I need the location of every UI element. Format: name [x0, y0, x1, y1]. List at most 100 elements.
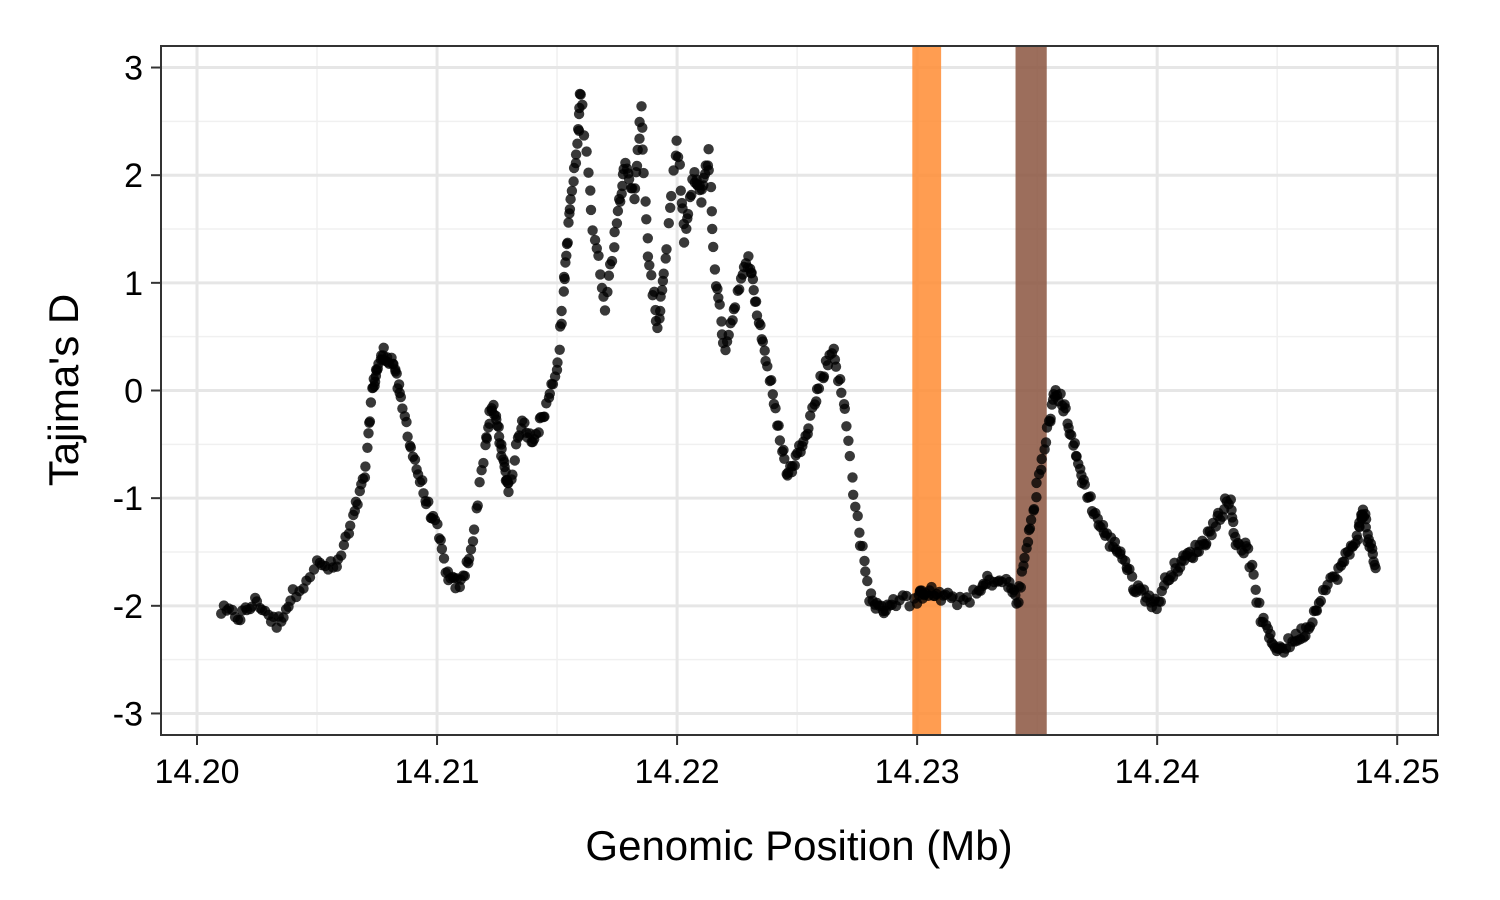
data-point: [393, 379, 405, 390]
data-point: [708, 241, 719, 253]
data-point: [575, 89, 586, 100]
data-point: [1155, 596, 1167, 607]
data-point: [1344, 549, 1355, 560]
data-point: [641, 214, 652, 225]
data-point: [336, 550, 347, 561]
data-point: [848, 489, 859, 500]
data-point: [646, 270, 657, 281]
data-point: [706, 206, 717, 217]
x-tick-label: 14.22: [635, 753, 720, 791]
data-point: [789, 460, 800, 471]
data-point: [478, 457, 489, 469]
data-point: [1206, 529, 1217, 541]
data-point: [727, 315, 738, 326]
data-point: [770, 403, 781, 414]
data-point: [363, 428, 374, 439]
data-point: [615, 196, 626, 207]
data-point: [616, 188, 627, 199]
data-point: [509, 455, 520, 466]
data-point: [581, 146, 592, 157]
data-point: [766, 375, 777, 386]
data-point: [822, 360, 834, 371]
data-point: [705, 181, 717, 193]
data-point: [365, 397, 377, 408]
data-point: [566, 185, 578, 197]
data-point: [1066, 429, 1077, 441]
data-point: [759, 345, 770, 356]
data-point: [533, 427, 544, 438]
data-point: [465, 544, 477, 555]
data-point: [1248, 569, 1259, 580]
data-point: [1225, 494, 1237, 505]
data-point: [1315, 595, 1327, 607]
y-tick-label: 2: [124, 157, 143, 195]
data-point: [578, 130, 590, 141]
data-point: [681, 223, 692, 234]
data-point: [723, 329, 734, 341]
data-point: [642, 233, 653, 244]
data-point: [552, 357, 563, 368]
data-point: [463, 553, 475, 565]
data-point: [1031, 492, 1042, 503]
data-point: [603, 270, 615, 281]
data-point: [773, 420, 784, 431]
data-point: [774, 435, 786, 446]
x-tick-label: 14.25: [1355, 753, 1440, 791]
data-point: [551, 364, 563, 376]
data-point: [544, 388, 555, 399]
data-point: [402, 431, 413, 442]
data-point: [1250, 584, 1261, 595]
data-point: [1352, 534, 1364, 545]
data-point: [1022, 536, 1034, 548]
data-point: [714, 299, 725, 310]
data-point: [860, 566, 871, 577]
data-point: [417, 475, 428, 486]
data-point: [235, 614, 246, 626]
data-point: [862, 575, 873, 587]
data-point: [595, 269, 606, 280]
y-tick-label: 3: [124, 50, 143, 88]
data-point: [468, 524, 480, 535]
data-point: [432, 518, 443, 530]
data-point: [634, 133, 645, 144]
data-point: [854, 527, 865, 538]
data-point: [418, 488, 429, 499]
data-point: [813, 383, 825, 394]
data-point: [803, 423, 814, 434]
data-point: [395, 391, 406, 403]
data-point: [729, 302, 741, 313]
data-point: [1085, 491, 1096, 502]
data-point: [671, 135, 682, 146]
data-point: [391, 368, 402, 379]
data-point: [655, 305, 666, 317]
data-point: [1265, 628, 1276, 640]
data-point: [539, 411, 550, 422]
data-point: [554, 344, 565, 355]
data-point: [493, 421, 504, 433]
data-point: [757, 336, 768, 347]
data-point: [360, 461, 371, 472]
data-point: [564, 204, 576, 215]
data-point: [1024, 523, 1036, 534]
data-point: [652, 322, 663, 334]
data-point: [811, 396, 822, 407]
data-point: [755, 319, 766, 331]
data-point: [1367, 548, 1379, 560]
data-point: [835, 374, 846, 385]
y-axis-ticks: -3 -2 -1 0 1 2 3: [113, 50, 161, 733]
data-point: [703, 165, 714, 176]
data-point: [352, 499, 363, 510]
data-point: [609, 242, 620, 253]
data-point: [638, 167, 649, 179]
y-tick-label: 1: [124, 265, 143, 303]
data-point: [1242, 543, 1254, 554]
data-point: [637, 144, 648, 155]
data-point: [488, 399, 499, 411]
data-point: [1360, 514, 1372, 525]
data-point: [636, 101, 647, 112]
data-point: [612, 205, 624, 217]
data-point: [562, 237, 573, 248]
data-point: [378, 342, 389, 353]
x-tick-label: 14.23: [875, 753, 960, 791]
data-point: [857, 540, 868, 552]
